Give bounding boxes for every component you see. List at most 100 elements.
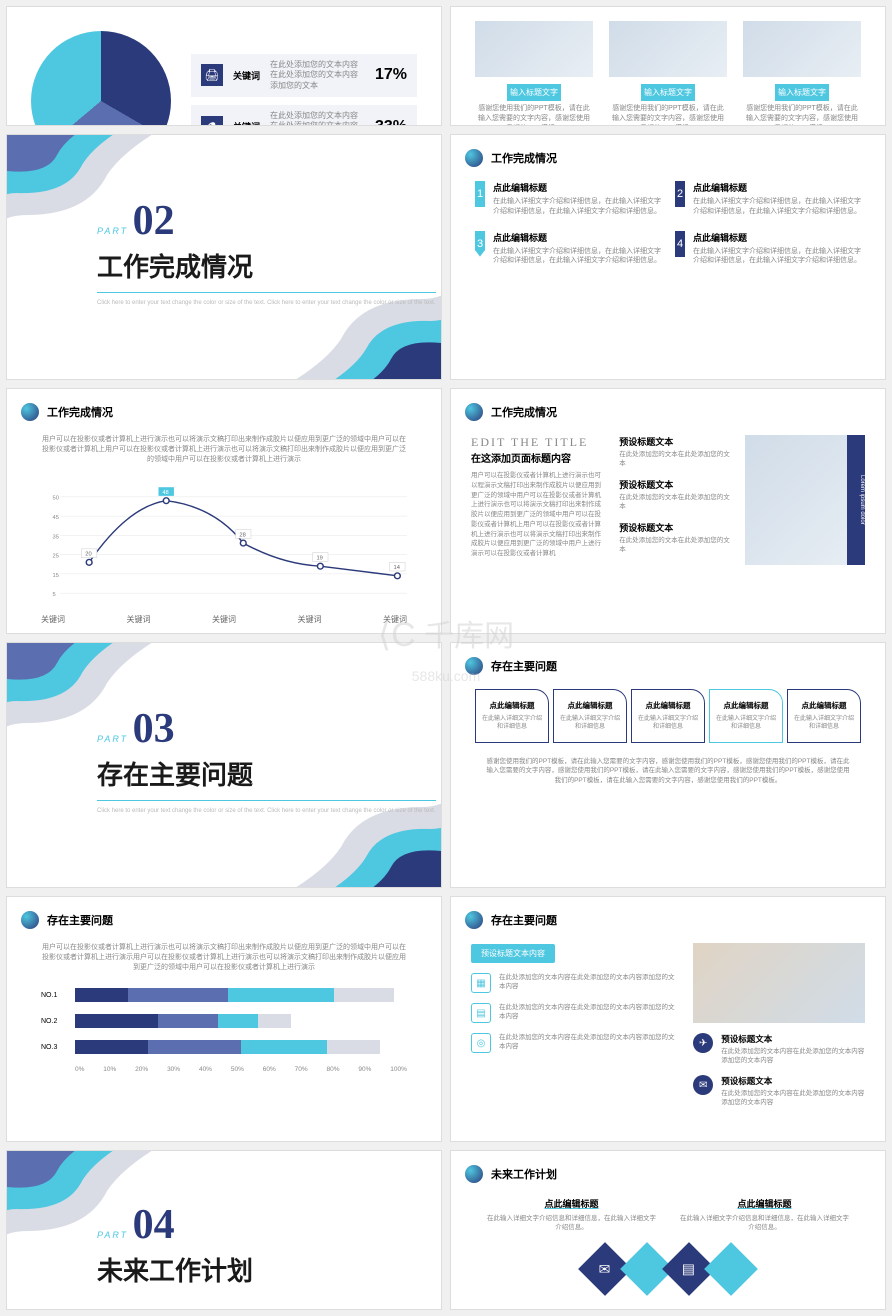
tab-card: 点此编辑标题在此输入详细文字介绍和详细信息 xyxy=(709,689,783,743)
tab-card: 点此编辑标题在此输入详细文字介绍和详细信息 xyxy=(631,689,705,743)
stacked-bar-chart: NO.1NO.2NO.30%10%20%30%40%50%60%70%80%90… xyxy=(41,988,407,1073)
keyword-label: 关键词 xyxy=(233,69,260,82)
keyword-pct: 17% xyxy=(375,66,407,84)
keyword-label: 关键词 xyxy=(233,120,260,126)
slide-header: 存在主要问题 xyxy=(47,912,113,928)
image-card: 输入标题文字 感谢您使用我们的PPT模板，请在此输入您需要的文字内容，感谢您使用… xyxy=(609,21,727,126)
slide-header: 未来工作计划 xyxy=(491,1166,557,1182)
svg-text:20: 20 xyxy=(85,552,91,558)
numbered-box: 2 点此编辑标题在此输入详细文字介绍和详细信息，在此输入详细文字介绍和详细信息，在… xyxy=(675,181,861,217)
slide-future-plan: 未来工作计划 点此编辑标题在此输入详细文字介绍信息和详细信息，在此输入详细文字介… xyxy=(450,1150,886,1310)
svg-text:35: 35 xyxy=(53,535,59,541)
edit-desc: 用户可以在投影仪或者计算机上进行演示也可以程演示文稿打印出来制作成胶片以便应用到… xyxy=(471,471,605,559)
image-placeholder xyxy=(475,21,593,77)
chart-x-labels: 关键词关键词关键词关键词关键词 xyxy=(41,614,407,625)
image-text: 感谢您使用我们的PPT模板，请在此输入您需要的文字内容，感谢您使用我们的PPT模… xyxy=(475,104,593,126)
chart-description: 用户可以在投影仪或者计算机上进行演示也可以将演示文稿打印出来制作成胶片以便应用到… xyxy=(21,943,427,972)
icon-item: ▦在此处添加您的文本内容在此处添加您的文本内容添加您的文本内容 xyxy=(471,973,677,993)
search-icon: ◎ xyxy=(471,1033,491,1053)
image-caption: 输入标题文字 xyxy=(507,84,561,101)
tab-card: 点此编辑标题在此输入详细文字介绍和详细信息 xyxy=(553,689,627,743)
image-text: 感谢您使用我们的PPT模板，请在此输入您需要的文字内容，感谢您使用我们的PPT模… xyxy=(609,104,727,126)
section-part: PART xyxy=(97,1230,128,1240)
plane-icon: ✈ xyxy=(693,1033,713,1053)
image-placeholder xyxy=(693,943,865,1023)
image-caption: 输入标题文字 xyxy=(641,84,695,101)
image-card: 输入标题文字 感谢您使用我们的PPT模板，请在此输入您需要的文字内容，感谢您使用… xyxy=(743,21,861,126)
section-number: 02 xyxy=(133,198,175,244)
slide-pie: 🖨 关键词 在此处添加您的文本内容在此处添加您的文本内容添加您的文本 17% ⚗… xyxy=(6,6,442,126)
right-image: Lorem ipsum dolor xyxy=(745,435,865,565)
svg-text:15: 15 xyxy=(53,573,59,579)
slide-stacked-bar: 存在主要问题 用户可以在投影仪或者计算机上进行演示也可以将演示文稿打印出来制作成… xyxy=(6,896,442,1142)
slide-header: 工作完成情况 xyxy=(491,150,557,166)
icon-item: ✈预设标题文本在此处添加您的文本内容在此处添加您的文本内容添加您的文本内容 xyxy=(693,1033,865,1065)
image-card: 输入标题文字 感谢您使用我们的PPT模板，请在此输入您需要的文字内容，感谢您使用… xyxy=(475,21,593,126)
svg-text:5: 5 xyxy=(53,592,56,598)
logo-icon xyxy=(465,403,483,421)
box-desc: 在此输入详细文字介绍和详细信息，在此输入详细文字介绍和详细信息，在此输入详细文字… xyxy=(693,197,861,217)
section-title: 未来工作计划 xyxy=(97,1251,253,1288)
box-title: 点此编辑标题 xyxy=(493,181,661,194)
tab-card: 点此编辑标题在此输入详细文字介绍和详细信息 xyxy=(475,689,549,743)
slide-fourbox: 工作完成情况 1点此编辑标题在此输入详细文字介绍和详细信息，在此输入详细文字介绍… xyxy=(450,134,886,380)
box-desc: 在此输入详细文字介绍和详细信息，在此输入详细文字介绍和详细信息，在此输入详细文字… xyxy=(493,197,661,217)
svg-text:48: 48 xyxy=(162,490,168,496)
slide-linechart: 工作完成情况 用户可以在投影仪或者计算机上进行演示也可以将演示文稿打印出来制作成… xyxy=(6,388,442,634)
svg-text:19: 19 xyxy=(316,556,322,562)
box-number: 3 xyxy=(475,231,485,257)
edit-title-en: EDIT THE TITLE xyxy=(471,435,605,450)
edit-title-cn: 在这添加页面标题内容 xyxy=(471,450,605,465)
printer-icon: 🖨 xyxy=(201,64,223,86)
svg-text:25: 25 xyxy=(53,554,59,560)
section-title: 存在主要问题 xyxy=(97,755,436,792)
icon-item: ✉预设标题文本在此处添加您的文本内容在此处添加您的文本内容添加您的文本内容 xyxy=(693,1075,865,1107)
section-02-title: PART 02 工作完成情况 Click here to enter your … xyxy=(6,134,442,380)
image-text: 感谢您使用我们的PPT模板，请在此输入您需要的文字内容，感谢您使用我们的PPT模… xyxy=(743,104,861,126)
svg-text:50: 50 xyxy=(53,496,59,502)
tab-card: 点此编辑标题在此输入详细文字介绍和详细信息 xyxy=(787,689,861,743)
slide-header: 存在主要问题 xyxy=(491,912,557,928)
section-subtitle: Click here to enter your text change the… xyxy=(97,292,436,307)
image-placeholder xyxy=(743,21,861,77)
logo-icon xyxy=(465,149,483,167)
pie-chart xyxy=(31,31,171,126)
badge-title: 预设标题文本内容 xyxy=(471,944,555,963)
box-desc: 在此输入详细文字介绍和详细信息，在此输入详细文字介绍和详细信息，在此输入详细文字… xyxy=(493,247,661,267)
right-item: 预设标题文本在此处添加您的文本在此处添加您的文本 xyxy=(619,521,731,554)
slide-edit-title: 工作完成情况 EDIT THE TITLE 在这添加页面标题内容 用户可以在投影… xyxy=(450,388,886,634)
keyword-row: 🖨 关键词 在此处添加您的文本内容在此处添加您的文本内容添加您的文本 17% xyxy=(191,54,417,97)
slide-three-images: 输入标题文字 感谢您使用我们的PPT模板，请在此输入您需要的文字内容，感谢您使用… xyxy=(450,6,886,126)
plan-column: 点此编辑标题在此输入详细文字介绍信息和详细信息，在此输入详细文字介绍信息。 xyxy=(485,1197,658,1242)
logo-icon xyxy=(465,911,483,929)
section-part: PART xyxy=(97,734,128,744)
logo-icon xyxy=(465,1165,483,1183)
section-04-title: PART 04 未来工作计划 xyxy=(6,1150,442,1310)
box-number: 2 xyxy=(675,181,685,207)
icon-item: ◎在此处添加您的文本内容在此处添加您的文本内容添加您的文本内容 xyxy=(471,1033,677,1053)
keyword-text: 在此处添加您的文本内容在此处添加您的文本内容添加您的文本 xyxy=(270,111,365,126)
box-title: 点此编辑标题 xyxy=(693,181,861,194)
numbered-box: 3点此编辑标题在此输入详细文字介绍和详细信息，在此输入详细文字介绍和详细信息，在… xyxy=(475,231,661,267)
box-title: 点此编辑标题 xyxy=(693,231,861,244)
slide-header: 工作完成情况 xyxy=(47,404,113,420)
section-part: PART xyxy=(97,226,128,236)
logo-icon xyxy=(21,911,39,929)
plan-column: 点此编辑标题在此输入详细文字介绍信息和详细信息，在此输入详细文字介绍信息。 xyxy=(678,1197,851,1242)
slide-five-tabs: 存在主要问题 点此编辑标题在此输入详细文字介绍和详细信息 点此编辑标题在此输入详… xyxy=(450,642,886,888)
grid-icon: ▦ xyxy=(471,973,491,993)
slide-header: 存在主要问题 xyxy=(491,658,557,674)
section-number: 03 xyxy=(133,706,175,752)
slide-icon-list: 存在主要问题 预设标题文本内容 ▦在此处添加您的文本内容在此处添加您的文本内容添… xyxy=(450,896,886,1142)
tabs-footer: 感谢您使用我们的PPT模板，请在此输入您需要的文字内容，感谢您使用我们的PPT模… xyxy=(465,757,871,786)
logo-icon xyxy=(465,657,483,675)
section-number: 04 xyxy=(133,1202,175,1248)
image-caption: 输入标题文字 xyxy=(775,84,829,101)
slide-header: 工作完成情况 xyxy=(491,404,557,420)
right-item: 预设标题文本在此处添加您的文本在此处添加您的文本 xyxy=(619,435,731,468)
keyword-text: 在此处添加您的文本内容在此处添加您的文本内容添加您的文本 xyxy=(270,60,365,91)
keyword-row: ⚗ 关键词 在此处添加您的文本内容在此处添加您的文本内容添加您的文本 33% xyxy=(191,105,417,126)
chart-description: 用户可以在投影仪或者计算机上进行演示也可以将演示文稿打印出来制作成胶片以便应用到… xyxy=(21,435,427,464)
logo-icon xyxy=(21,403,39,421)
section-subtitle: Click here to enter your text change the… xyxy=(97,800,436,815)
